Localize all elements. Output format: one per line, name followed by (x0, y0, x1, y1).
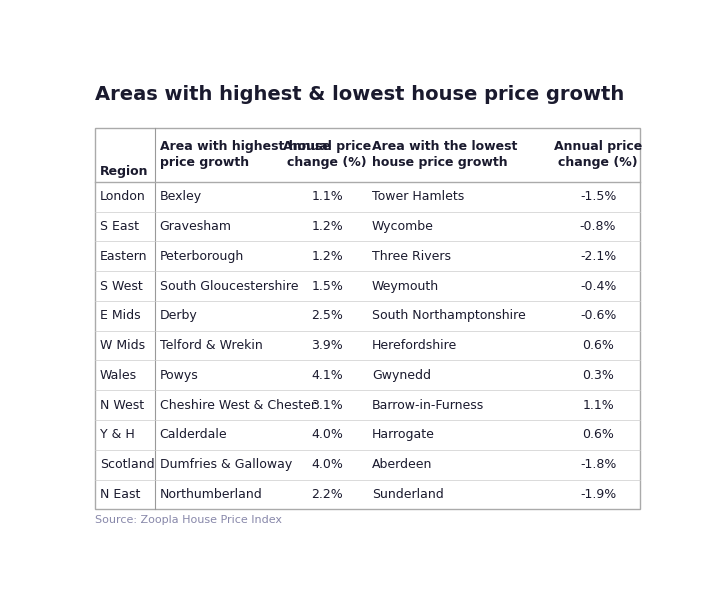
Text: -0.8%: -0.8% (580, 220, 617, 233)
Text: Sunderland: Sunderland (372, 488, 444, 501)
Text: Y & H: Y & H (100, 428, 134, 441)
Text: E Mids: E Mids (100, 309, 141, 323)
Text: -1.8%: -1.8% (580, 458, 616, 471)
Text: N West: N West (100, 398, 143, 412)
Text: Bexley: Bexley (160, 190, 201, 203)
Text: Scotland: Scotland (100, 458, 154, 471)
Text: S East: S East (100, 220, 138, 233)
Text: 4.0%: 4.0% (311, 428, 343, 441)
Text: Herefordshire: Herefordshire (372, 339, 457, 352)
Text: -0.4%: -0.4% (580, 280, 616, 293)
Text: Annual price
change (%): Annual price change (%) (554, 140, 642, 170)
Text: S West: S West (100, 280, 143, 293)
Text: Source: Zoopla House Price Index: Source: Zoopla House Price Index (95, 515, 282, 525)
Text: Northumberland: Northumberland (160, 488, 262, 501)
Text: Cheshire West & Chester: Cheshire West & Chester (160, 398, 315, 412)
Text: Powys: Powys (160, 369, 199, 382)
Text: Eastern: Eastern (100, 250, 147, 263)
Text: Area with highest house
price growth: Area with highest house price growth (160, 140, 331, 170)
Text: 4.0%: 4.0% (311, 458, 343, 471)
Text: Barrow-in-Furness: Barrow-in-Furness (372, 398, 484, 412)
Text: South Gloucestershire: South Gloucestershire (160, 280, 298, 293)
Text: Tower Hamlets: Tower Hamlets (372, 190, 464, 203)
Text: -0.6%: -0.6% (580, 309, 616, 323)
Text: Telford & Wrekin: Telford & Wrekin (160, 339, 262, 352)
Text: Area with the lowest
house price growth: Area with the lowest house price growth (372, 140, 517, 170)
Text: Peterborough: Peterborough (160, 250, 244, 263)
Text: -1.9%: -1.9% (580, 488, 616, 501)
Text: 1.2%: 1.2% (311, 250, 343, 263)
Text: Gwynedd: Gwynedd (372, 369, 431, 382)
Text: 2.2%: 2.2% (311, 488, 343, 501)
Text: N East: N East (100, 488, 140, 501)
Text: Areas with highest & lowest house price growth: Areas with highest & lowest house price … (95, 85, 625, 104)
Text: Harrogate: Harrogate (372, 428, 435, 441)
Text: Annual price
change (%): Annual price change (%) (283, 140, 371, 170)
Text: 2.5%: 2.5% (311, 309, 343, 323)
Text: Weymouth: Weymouth (372, 280, 439, 293)
Text: Region: Region (100, 165, 148, 178)
Text: 0.6%: 0.6% (582, 428, 614, 441)
Text: 0.6%: 0.6% (582, 339, 614, 352)
Text: W Mids: W Mids (100, 339, 145, 352)
Text: Aberdeen: Aberdeen (372, 458, 432, 471)
Text: Wycombe: Wycombe (372, 220, 434, 233)
Text: 4.1%: 4.1% (311, 369, 343, 382)
Text: 1.5%: 1.5% (311, 280, 343, 293)
Text: 1.2%: 1.2% (311, 220, 343, 233)
Text: Three Rivers: Three Rivers (372, 250, 451, 263)
Text: London: London (100, 190, 146, 203)
Bar (95, 128, 640, 509)
Text: Derby: Derby (160, 309, 197, 323)
Text: 1.1%: 1.1% (582, 398, 614, 412)
Text: Gravesham: Gravesham (160, 220, 232, 233)
Text: -2.1%: -2.1% (580, 250, 616, 263)
Text: Calderdale: Calderdale (160, 428, 227, 441)
Text: -1.5%: -1.5% (580, 190, 616, 203)
Text: Dumfries & Galloway: Dumfries & Galloway (160, 458, 292, 471)
Text: Wales: Wales (100, 369, 137, 382)
Text: 0.3%: 0.3% (582, 369, 614, 382)
Text: 1.1%: 1.1% (311, 190, 343, 203)
Text: South Northamptonshire: South Northamptonshire (372, 309, 526, 323)
Text: 3.1%: 3.1% (311, 398, 343, 412)
Text: 3.9%: 3.9% (311, 339, 343, 352)
